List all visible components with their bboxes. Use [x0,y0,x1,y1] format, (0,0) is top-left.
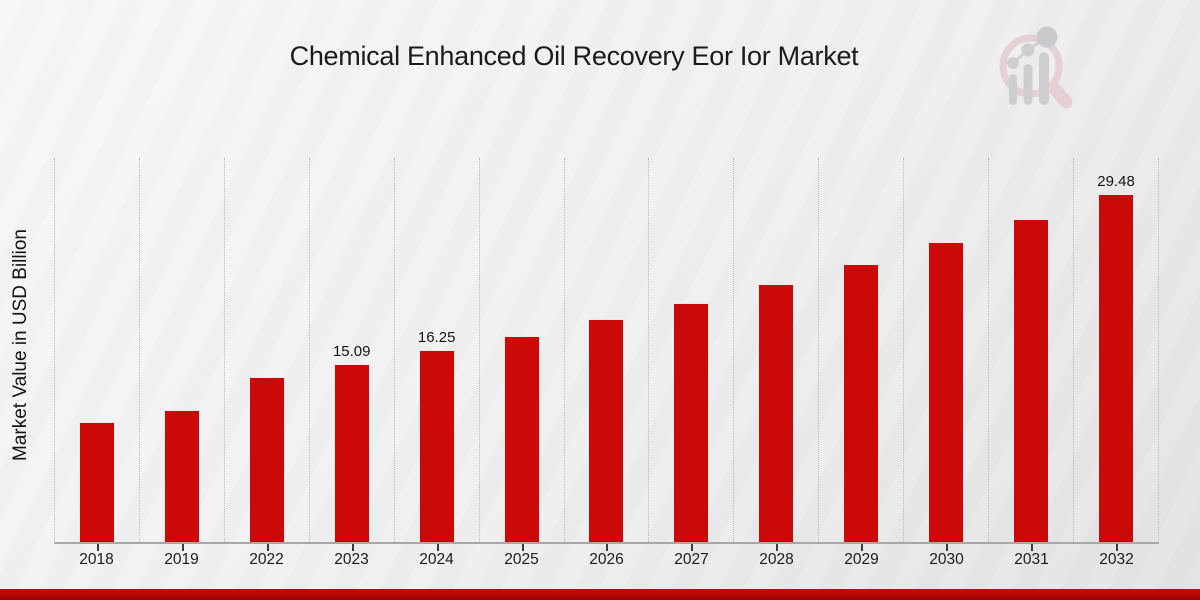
x-axis-tick [946,544,949,551]
bar-2024 [418,350,455,542]
x-axis-tick [521,544,524,551]
category-cell-2030 [904,158,990,551]
category-cell-2022 [225,158,310,551]
x-tick-label-2031: 2031 [1014,551,1049,568]
x-tick-label-2023: 2023 [334,551,369,568]
x-axis-tick [1116,544,1119,551]
x-tick-label-2024: 2024 [419,551,454,568]
x-axis-tick [776,544,779,551]
bar-2027 [673,302,710,542]
x-tick-label-2025: 2025 [504,551,539,568]
category-cell-2029 [819,158,905,551]
category-cell-2026 [565,158,650,551]
x-tick-label-2027: 2027 [674,551,709,568]
bar-2031 [1013,218,1050,542]
x-axis-tick [351,544,354,551]
x-tick-label-2018: 2018 [79,551,114,568]
category-cell-2018 [55,158,140,551]
category-cell-2031 [989,158,1075,551]
bar-2025 [503,335,540,542]
x-tick-label-2030: 2030 [929,551,964,568]
x-tick-label-2032: 2032 [1099,551,1134,568]
x-tick-label-2026: 2026 [589,551,624,568]
bar-2023 [333,363,370,542]
bar-2029 [843,263,880,542]
bar-value-label-2032: 29.48 [1097,173,1135,191]
category-cell-2024: 16.25 [395,158,480,551]
bar-value-label-2023: 15.09 [332,342,371,360]
x-axis-tick [1031,544,1034,551]
bar-2028 [758,283,795,542]
x-axis-tick [266,544,269,551]
plot-area: 15.09 16.25 29.48 [54,158,1159,551]
x-axis-tick [181,544,184,551]
x-tick-label-2022: 2022 [249,551,284,568]
bar-value-label-2024: 16.25 [417,329,456,347]
category-cell-2025 [480,158,565,551]
bar-2022 [248,376,285,542]
x-axis-tick [691,544,694,551]
footer-accent-band [0,589,1200,600]
x-tick-label-2028: 2028 [759,551,794,568]
x-axis-tick [96,544,99,551]
bar-2018 [78,421,115,542]
category-cell-2023: 15.09 [310,158,395,551]
category-cell-2032: 29.48 [1074,158,1159,551]
bar-2026 [588,319,625,542]
x-axis-tick [436,544,439,551]
bar-2019 [163,409,200,542]
y-axis-label: Market Value in USD Billion [10,229,31,461]
bar-2032 [1098,194,1135,542]
x-axis-labels: 2018 2019 2022 2023 2024 2025 2026 2027 2028 2029… [54,551,1159,569]
chart-title: Chemical Enhanced Oil Recovery Eor Ior M… [289,41,859,71]
x-tick-label-2029: 2029 [844,551,879,568]
category-cell-2027 [649,158,735,551]
bar-2030 [928,242,965,542]
magnifier-bar-chart-watermark-icon [999,26,1073,109]
x-axis-tick [861,544,864,551]
category-cell-2019 [140,158,225,551]
category-cell-2028 [734,158,820,551]
x-tick-label-2019: 2019 [164,551,199,568]
x-axis-tick [606,544,609,551]
